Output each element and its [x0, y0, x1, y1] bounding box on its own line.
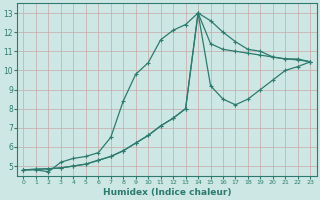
X-axis label: Humidex (Indice chaleur): Humidex (Indice chaleur) — [103, 188, 231, 197]
